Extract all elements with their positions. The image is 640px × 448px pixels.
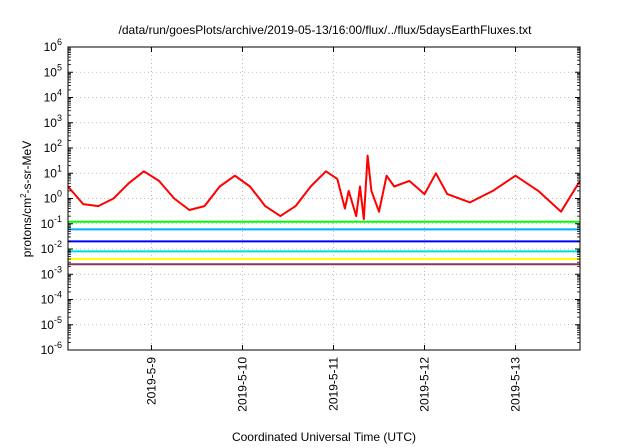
- x-tick-label: 2019-5-13: [509, 357, 523, 412]
- y-tick-label: 100: [44, 189, 62, 206]
- y-label-exponent: 2: [19, 193, 28, 198]
- y-axis-label: protons/cm2-s-sr-MeV: [19, 141, 34, 257]
- x-tick-label: 2019-5-9: [144, 357, 158, 405]
- y-tick-label: 101: [44, 163, 62, 180]
- y-tick-label: 10-4: [41, 290, 62, 307]
- x-tick-label: 2019-5-12: [418, 357, 432, 412]
- y-tick-label: 102: [44, 138, 62, 155]
- y-tick-label: 10-2: [41, 239, 62, 256]
- y-tick-label: 10-1: [41, 214, 62, 231]
- x-axis: 2019-5-9 2019-5-10 2019-5-11 2019-5-12 2019-…: [144, 47, 523, 412]
- y-label-main: protons/cm: [20, 198, 34, 257]
- y-tick-label: 10-3: [41, 264, 62, 281]
- y-axis: 106 105 104 103 102 101 100 10-1 10-2 10-3 10-4 10-…: [41, 37, 580, 357]
- x-tick-label: 2019-5-11: [326, 357, 340, 411]
- y-tick-label: 10-6: [41, 340, 62, 357]
- y-label-unit: -s-sr-MeV: [20, 141, 34, 194]
- y-tick-label: 106: [44, 37, 62, 54]
- y-tick-label: 104: [44, 88, 62, 105]
- y-tick-label: 105: [44, 62, 62, 79]
- chart-title: /data/run/goesPlots/archive/2019-05-13/1…: [119, 23, 533, 37]
- y-tick-label: 10-5: [41, 315, 62, 332]
- grid: [68, 47, 580, 350]
- y-tick-label: 103: [44, 113, 62, 130]
- series-layer: [67, 154, 581, 266]
- series-line-0: [67, 154, 581, 221]
- x-tick-label: 2019-5-10: [235, 357, 249, 412]
- x-axis-label: Coordinated Universal Time (UTC): [232, 430, 416, 444]
